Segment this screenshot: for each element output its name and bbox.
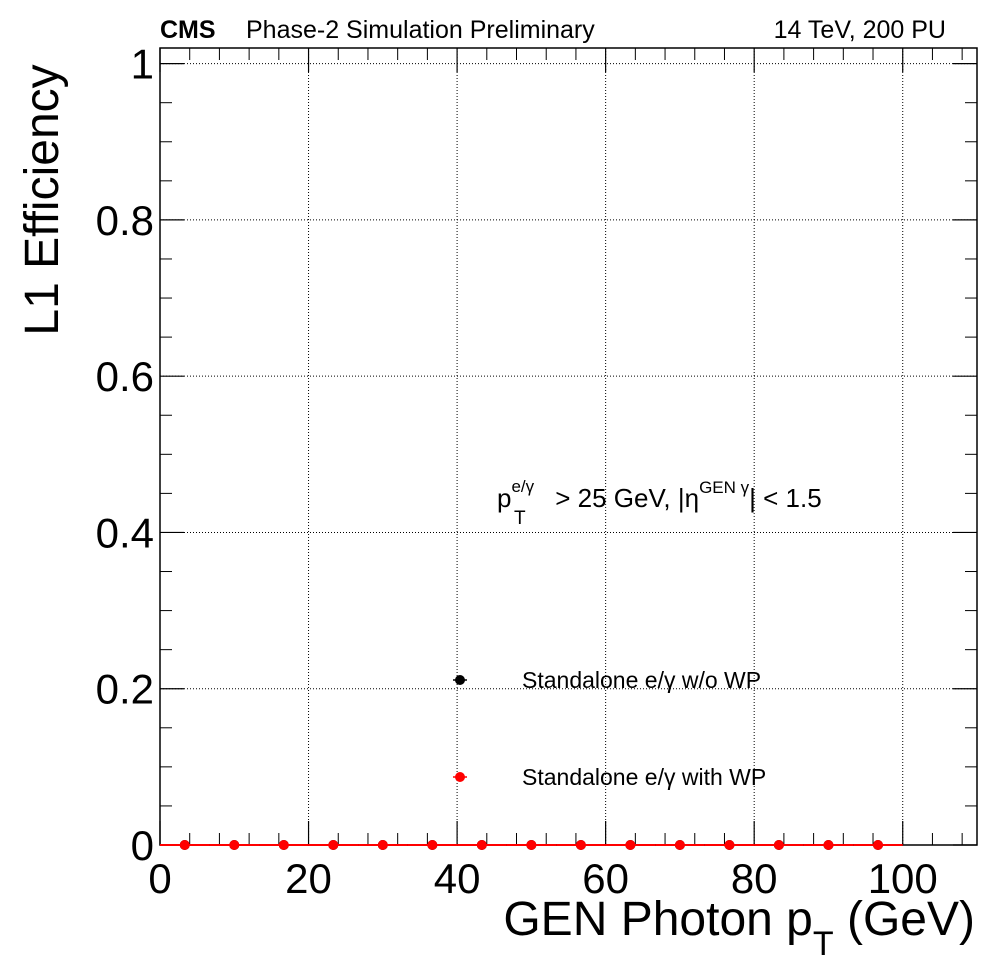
data-series xyxy=(160,840,903,850)
data-point xyxy=(328,840,339,850)
data-point xyxy=(278,840,289,850)
data-point xyxy=(476,840,487,850)
grid-lines xyxy=(160,48,977,845)
y-tick-label: 0.8 xyxy=(96,197,154,244)
plot-frame xyxy=(159,47,978,846)
cms-label: CMS xyxy=(160,16,216,44)
y-tick-label: 1 xyxy=(131,41,154,88)
data-point xyxy=(773,840,784,850)
data-point xyxy=(872,840,883,850)
data-point xyxy=(724,840,735,850)
legend-marker-black xyxy=(455,675,465,685)
legend-label-red: Standalone e/γ with WP xyxy=(522,764,766,790)
x-tick-label: 60 xyxy=(582,855,629,902)
data-point xyxy=(575,840,586,850)
annotation-p-sup: e/γ xyxy=(511,477,534,496)
y-tick-label: 0.4 xyxy=(96,509,154,556)
x-tick-labels: 0 20 40 60 80 100 xyxy=(148,855,937,902)
data-point xyxy=(526,840,537,850)
x-tick-label: 40 xyxy=(434,855,481,902)
x-axis-title: GEN Photon pT (GeV) xyxy=(503,893,975,963)
y-tick-labels: 0 0.2 0.4 0.6 0.8 1 xyxy=(96,41,154,869)
y-tick-label: 0 xyxy=(131,822,154,869)
status-label: Phase-2 Simulation Preliminary xyxy=(246,16,595,44)
x-tick-label: 0 xyxy=(148,855,171,902)
data-point xyxy=(229,840,240,850)
legend: Standalone e/γ w/o WP Standalone e/γ wit… xyxy=(453,667,766,790)
data-point xyxy=(377,840,388,850)
data-point xyxy=(823,840,834,850)
data-point xyxy=(625,840,636,850)
data-point xyxy=(179,840,190,850)
x-tick-label: 80 xyxy=(731,855,778,902)
conditions-label: 14 TeV, 200 PU xyxy=(774,16,946,44)
data-point xyxy=(427,840,438,850)
x-axis-title-unit: (GeV) xyxy=(834,893,975,946)
axis-ticks xyxy=(159,48,977,846)
selection-annotation: pe/γ T > 25 GeV, |ηGEN γ| < 1.5 xyxy=(497,477,822,529)
annotation-end: | < 1.5 xyxy=(749,483,822,513)
x-tick-label: 20 xyxy=(285,855,332,902)
x-axis-title-main: GEN Photon p xyxy=(503,893,813,946)
x-axis-title-sub: T xyxy=(813,925,834,963)
annotation-mid: > 25 GeV, |η xyxy=(548,483,699,513)
annotation-p: p xyxy=(497,483,511,513)
x-tick-label: 100 xyxy=(868,855,938,902)
annotation-eta-sup: GEN γ xyxy=(699,478,750,497)
y-axis-title: L1 Efficiency xyxy=(16,64,69,335)
legend-marker-red xyxy=(455,772,465,782)
data-point xyxy=(674,840,685,850)
y-tick-label: 0.2 xyxy=(96,666,154,713)
annotation-p-sub: T xyxy=(514,508,526,529)
y-tick-label: 0.6 xyxy=(96,353,154,400)
legend-label-black: Standalone e/γ w/o WP xyxy=(522,667,761,693)
